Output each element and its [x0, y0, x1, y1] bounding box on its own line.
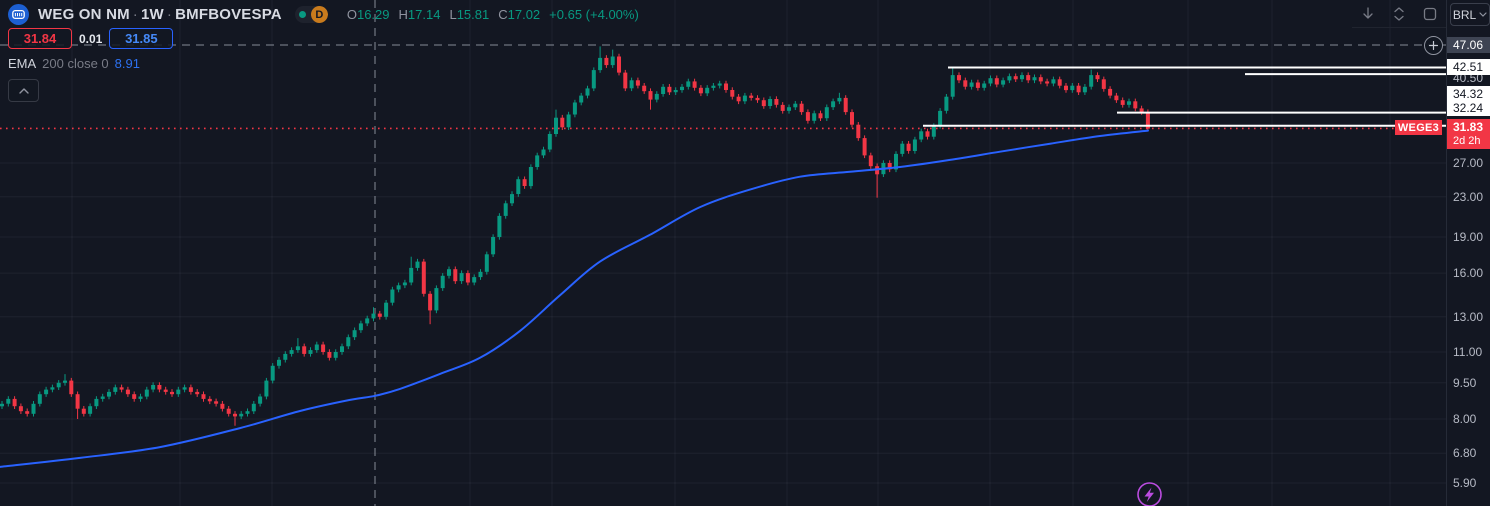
price-tick: 11.00: [1453, 344, 1483, 359]
market-status-badge[interactable]: D: [294, 6, 328, 23]
indicator-params: 200 close 0: [42, 56, 109, 71]
price-tick: 23.00: [1453, 189, 1484, 204]
price-scale[interactable]: BRL 27.00 23.00 19.00 16.00 13.00 11.00 9.50 8.…: [1446, 0, 1490, 506]
price-tick: 19.00: [1453, 229, 1484, 244]
collapse-legend-button[interactable]: [8, 79, 39, 102]
add-alert-plus-button[interactable]: [1424, 36, 1443, 55]
exchange-label: BMFBOVESPA: [175, 6, 282, 23]
low-value: 15.81: [456, 7, 490, 22]
last-price-label[interactable]: 31.83: [1447, 119, 1490, 135]
price-tick: 5.90: [1453, 476, 1477, 491]
close-value: 17.02: [507, 7, 541, 22]
level-price-label[interactable]: 32.24: [1447, 100, 1490, 116]
toolbar-separator: [1352, 27, 1490, 28]
symbol-title[interactable]: WEG ON NM · 1W · BMFBOVESPA: [38, 6, 282, 23]
ask-button[interactable]: 31.85: [109, 28, 174, 49]
level-price-label[interactable]: 42.51: [1447, 59, 1490, 75]
price-tick: 8.00: [1453, 411, 1477, 426]
ohlc-readout: O16.29 H17.14 L15.81 C17.02 +0.65 (+4.00…: [346, 7, 639, 22]
indicator-value: 8.91: [114, 56, 140, 71]
lightning-mode-button[interactable]: [1135, 480, 1164, 506]
price-tick: 6.80: [1453, 446, 1477, 461]
collapse-pane-icon[interactable]: [1388, 3, 1410, 25]
maximize-pane-icon[interactable]: [1419, 3, 1441, 25]
plus-icon: [1429, 41, 1438, 50]
change-value: +0.65 (+4.00%): [549, 7, 639, 22]
chevron-down-icon: [1479, 12, 1487, 17]
bid-button[interactable]: 31.84: [8, 28, 72, 49]
last-price-symbol-tag[interactable]: WEGE3: [1395, 120, 1442, 135]
candlestick-chart-plot[interactable]: [0, 0, 1446, 506]
currency-dropdown[interactable]: BRL: [1450, 3, 1490, 26]
price-tick: 9.50: [1453, 375, 1477, 390]
chevron-up-icon: [18, 87, 29, 94]
bar-countdown-label[interactable]: 2d 2h: [1447, 133, 1490, 149]
crosshair-price-label[interactable]: 47.06: [1447, 37, 1490, 53]
delayed-data-badge[interactable]: D: [310, 6, 328, 23]
indicator-name: EMA: [8, 56, 37, 71]
lightning-icon: [1137, 482, 1162, 506]
price-tick: 27.00: [1453, 156, 1484, 171]
weg-symbol-logo: [8, 4, 29, 25]
market-open-dot-icon: [295, 11, 311, 18]
price-tick: 16.00: [1453, 266, 1484, 281]
scroll-down-icon[interactable]: [1357, 3, 1379, 25]
price-tick: 13.00: [1453, 309, 1484, 324]
ema-indicator-legend[interactable]: EMA 200 close 0 8.91: [8, 56, 140, 71]
interval-label: 1W: [141, 6, 164, 23]
open-value: 16.29: [356, 7, 390, 22]
level-price-label[interactable]: 34.32: [1447, 86, 1490, 102]
spread-value: 0.01: [79, 31, 103, 46]
high-value: 17.14: [407, 7, 441, 22]
